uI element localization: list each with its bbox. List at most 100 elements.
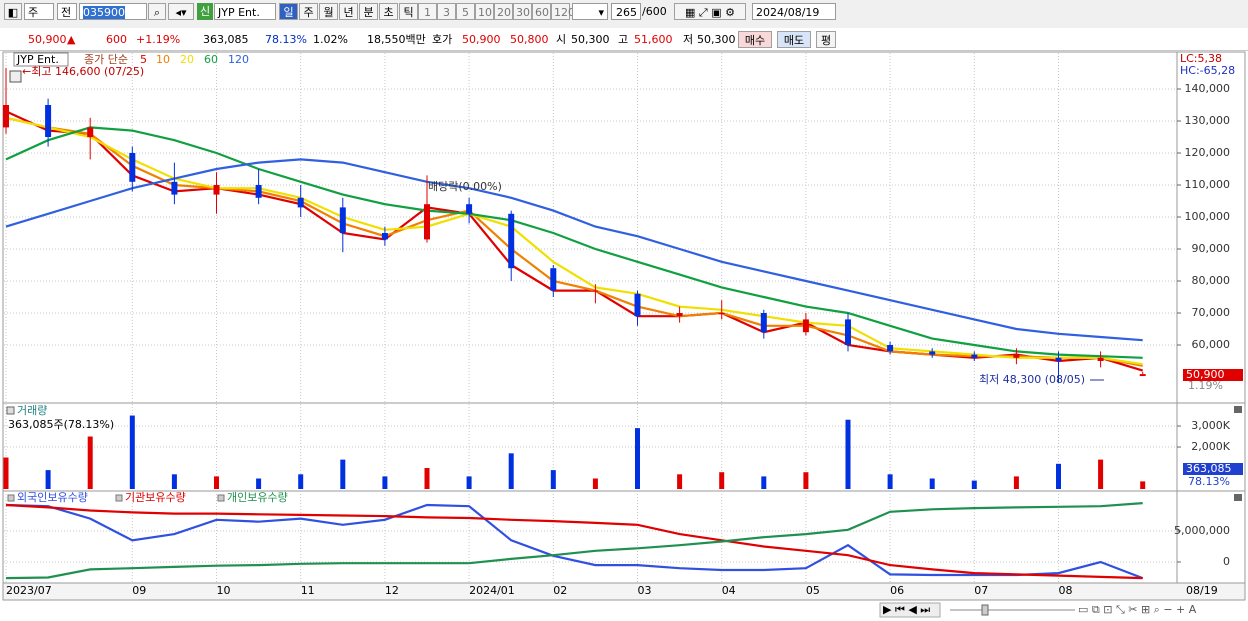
date-input[interactable]: 2024/08/19	[752, 3, 836, 20]
candle-body	[1055, 357, 1062, 361]
close-icon[interactable]	[1234, 406, 1242, 413]
close-icon[interactable]	[1234, 494, 1242, 501]
chart-area: 60,000 70,000 80,000 90,000 100,000 110,000 12…	[2, 51, 1246, 618]
lc-label: LC:5,38	[1180, 52, 1222, 65]
dropdown[interactable]: ▾	[572, 3, 608, 20]
dividend-annotation: 배당락(0.00%)	[428, 180, 502, 193]
y-tick-label: 120,000	[1185, 146, 1231, 159]
volume-bar	[3, 457, 9, 489]
candle-body	[550, 268, 557, 291]
arrow: ▲	[67, 33, 76, 46]
interval-button[interactable]: 20	[494, 3, 513, 20]
buy-button[interactable]: 매수	[738, 31, 772, 48]
x-tick-label: 03	[638, 584, 652, 597]
volume-bar	[256, 478, 262, 489]
sound-button[interactable]: ◂▾	[168, 3, 194, 20]
interval-button[interactable]: 10	[475, 3, 494, 20]
interval-button[interactable]: 60	[532, 3, 551, 20]
volume-bar	[761, 476, 767, 489]
period-button[interactable]: 초	[379, 3, 398, 20]
amount: 18,550백만	[367, 33, 426, 46]
quote-bar: 50,900 ▲ 600 +1.19% 363,085 78.13% 1.02%…	[0, 28, 1248, 51]
y-tick-label: 90,000	[1192, 242, 1231, 255]
period-button[interactable]: 틱	[399, 3, 418, 20]
low-annotation: 최저 48,300 (08/05)	[979, 373, 1085, 386]
y-tick-label: 100,000	[1185, 210, 1231, 223]
ask: 50,900	[462, 33, 501, 46]
legend-icon	[7, 494, 15, 502]
y-tick-label: 60,000	[1192, 338, 1231, 351]
y-tick-label: 110,000	[1185, 178, 1231, 191]
volume-pct: 78.13%	[265, 33, 307, 46]
y-tick-label: 140,000	[1185, 82, 1231, 95]
volume-bar	[635, 428, 640, 489]
code-input[interactable]: 035900	[79, 3, 147, 20]
legend-entry: 외국인보유수량	[17, 491, 88, 504]
period-select[interactable]: 주	[24, 3, 54, 20]
x-end-label: 08/19	[1186, 584, 1218, 597]
interval-button[interactable]: 5	[456, 3, 475, 20]
interval-button[interactable]: 1	[418, 3, 437, 20]
volume-bar	[887, 474, 893, 489]
legend-icon	[115, 494, 123, 502]
legend-entry: 10	[156, 53, 170, 66]
search-button[interactable]: ⌕	[148, 3, 166, 20]
turnover: 1.02%	[313, 33, 348, 46]
prev-button[interactable]: 전	[57, 3, 77, 20]
legend-entry: 120	[228, 53, 249, 66]
period-button[interactable]: 분	[359, 3, 378, 20]
low: 50,300	[697, 33, 736, 46]
volume-bar	[1140, 481, 1146, 489]
count[interactable]: 265	[611, 3, 641, 20]
interval-button[interactable]: 30	[513, 3, 532, 20]
series-line	[5, 126, 1143, 359]
interval-button[interactable]: 120	[551, 3, 575, 20]
period-button[interactable]: 주	[299, 3, 318, 20]
y-tick-label: 3,000K	[1191, 419, 1230, 432]
volume-bar	[971, 480, 977, 489]
candle-body	[297, 197, 304, 208]
x-tick-label: 02	[553, 584, 567, 597]
candle-body	[676, 313, 683, 317]
period-button[interactable]: 월	[319, 3, 338, 20]
tool-icons[interactable]: ▦ ⤢ ▣ ⚙	[674, 3, 746, 20]
scroll-bar: ▶ ⏮ ◀ ⏭ ▭ ⧉ ⊡ ⤡ ✂ ⊞ ⌕ − + A	[879, 602, 1197, 618]
sell-button[interactable]: 매도	[777, 31, 811, 48]
volume-bar	[171, 474, 177, 489]
x-axis-bar	[2, 582, 1246, 601]
period-button[interactable]: 일	[279, 3, 298, 20]
candle-body	[466, 204, 473, 214]
volume-bar	[214, 476, 219, 489]
candle-body	[45, 105, 52, 137]
stock-name: JYP Ent.	[214, 3, 276, 20]
last-volume-box	[1183, 463, 1243, 475]
x-tick-label: 07	[974, 584, 988, 597]
volume-bar	[340, 459, 346, 489]
legend-prefix: 종가 단순	[84, 53, 128, 66]
candle-body	[802, 319, 809, 333]
name-box	[13, 52, 69, 67]
volume-bar	[129, 415, 135, 489]
volume-bar	[45, 470, 51, 489]
candle-body	[971, 354, 978, 358]
candle-body	[634, 293, 641, 317]
candle-body	[1097, 357, 1104, 361]
legend-entry: 개인보유수량	[227, 491, 288, 504]
candle-body	[845, 319, 851, 345]
period-button[interactable]: 년	[339, 3, 358, 20]
volume-bar	[1013, 476, 1019, 489]
legend-entry: 5	[140, 53, 147, 66]
stock-name-label: JYP Ent.	[16, 53, 59, 66]
tool-icons[interactable]: ▭ ⧉ ⊡ ⤡ ✂ ⊞ ⌕ − + A	[1078, 603, 1197, 616]
x-tick-label: 06	[890, 584, 904, 597]
avg-button[interactable]: 평	[816, 31, 836, 48]
candle-body	[1139, 374, 1146, 377]
volume-bar	[424, 468, 430, 489]
calendar-icon[interactable]	[9, 70, 22, 83]
scroll-buttons[interactable]	[879, 602, 941, 618]
menu-icon[interactable]: ◧	[4, 3, 22, 20]
series-line	[5, 116, 1143, 366]
high: 51,600	[634, 33, 673, 46]
interval-button[interactable]: 3	[437, 3, 456, 20]
zoom-thumb[interactable]	[981, 604, 989, 616]
